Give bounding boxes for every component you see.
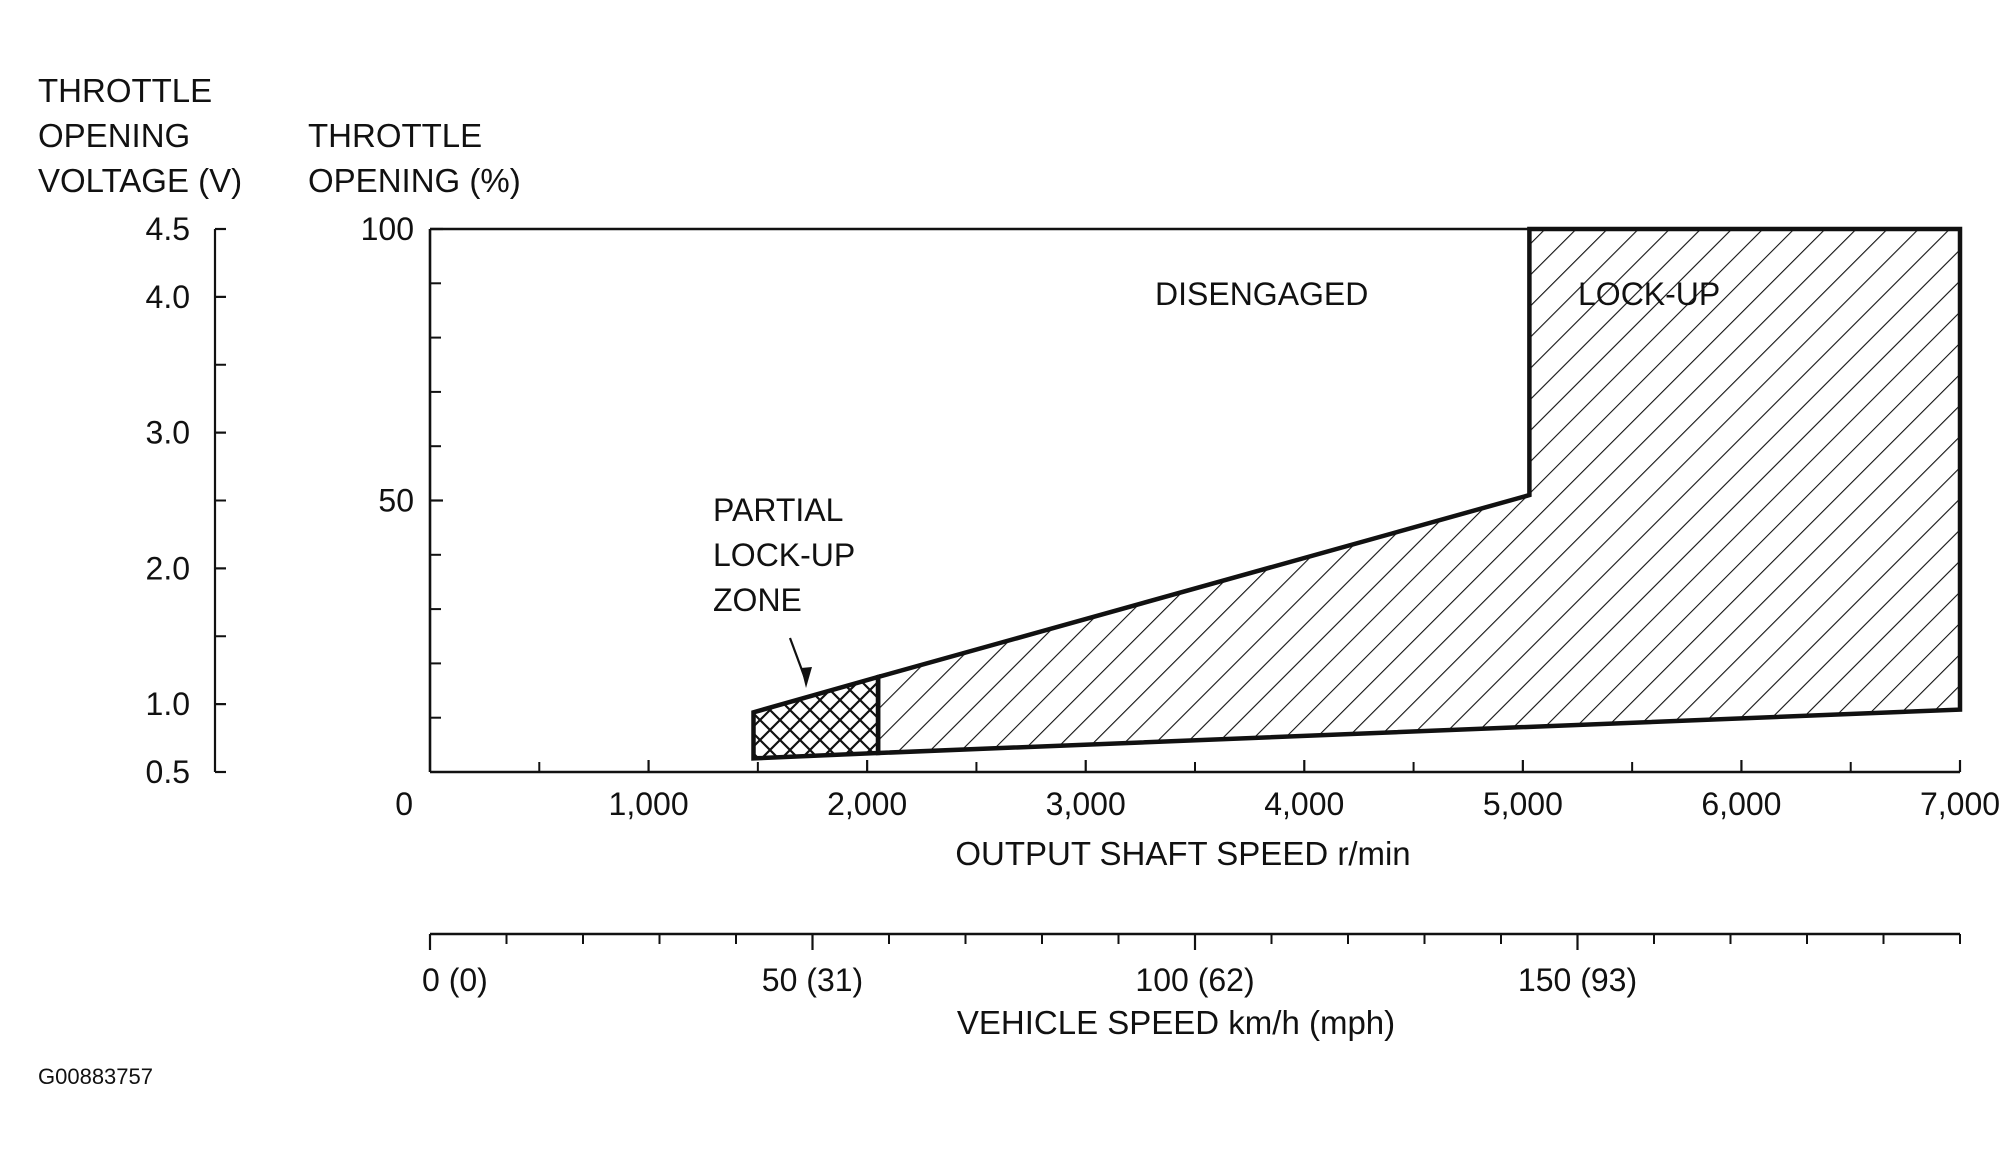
x-tick-label: 2,000 (827, 786, 907, 822)
x-tick-label: 3,000 (1046, 786, 1126, 822)
lockup-label: LOCK-UP (1578, 276, 1720, 312)
x-tick-label: 5,000 (1483, 786, 1563, 822)
throttle-tick-label: 100 (361, 211, 414, 247)
vehicle-speed-axis: 0 (0) 50 (31) 100 (62) 150 (93) (422, 932, 1961, 998)
x-tick-label: 6,000 (1701, 786, 1781, 822)
speed-tick-label: 50 (31) (762, 962, 863, 998)
partial-zone-arrow (788, 637, 812, 688)
partial-label-2: LOCK-UP (713, 537, 855, 573)
voltage-axis: 0.5 1.0 2.0 3.0 4.0 4.5 (146, 211, 226, 790)
speed-tick-label: 100 (62) (1135, 962, 1254, 998)
throttle-tick-label: 50 (378, 483, 414, 519)
partial-lockup-region (751, 674, 881, 761)
voltage-axis-title-3: VOLTAGE (V) (38, 162, 242, 199)
output-shaft-axis-title: OUTPUT SHAFT SPEED r/min (955, 835, 1410, 872)
voltage-axis-title-1: THROTTLE (38, 72, 212, 109)
throttle-axis-title-2: OPENING (%) (308, 162, 521, 199)
figure-id: G00883757 (38, 1064, 153, 1089)
speed-tick-label: 150 (93) (1518, 962, 1637, 998)
disengaged-label: DISENGAGED (1155, 276, 1368, 312)
throttle-axis-title-1: THROTTLE (308, 117, 482, 154)
chart-regions (430, 226, 1963, 761)
x-tick-label: 7,000 (1920, 786, 2000, 822)
lockup-region (875, 226, 1963, 756)
partial-label-3: ZONE (713, 582, 802, 618)
throttle-axis: 0 50 100 (361, 211, 443, 822)
voltage-tick-label: 3.0 (146, 415, 190, 451)
voltage-tick-label: 0.5 (146, 754, 190, 790)
x-tick-label: 4,000 (1264, 786, 1344, 822)
throttle-tick-label: 0 (395, 786, 413, 822)
voltage-tick-label: 4.5 (146, 211, 190, 247)
vehicle-speed-axis-title: VEHICLE SPEED km/h (mph) (957, 1004, 1395, 1041)
x-tick-label: 1,000 (609, 786, 689, 822)
partial-label-1: PARTIAL (713, 492, 843, 528)
voltage-tick-label: 4.0 (146, 279, 190, 315)
voltage-axis-title-2: OPENING (38, 117, 190, 154)
speed-tick-label: 0 (0) (422, 962, 488, 998)
voltage-tick-label: 1.0 (146, 686, 190, 722)
voltage-tick-label: 2.0 (146, 550, 190, 586)
output-shaft-axis: 1,000 2,000 3,000 4,000 5,000 6,000 7,000 (430, 760, 2000, 822)
